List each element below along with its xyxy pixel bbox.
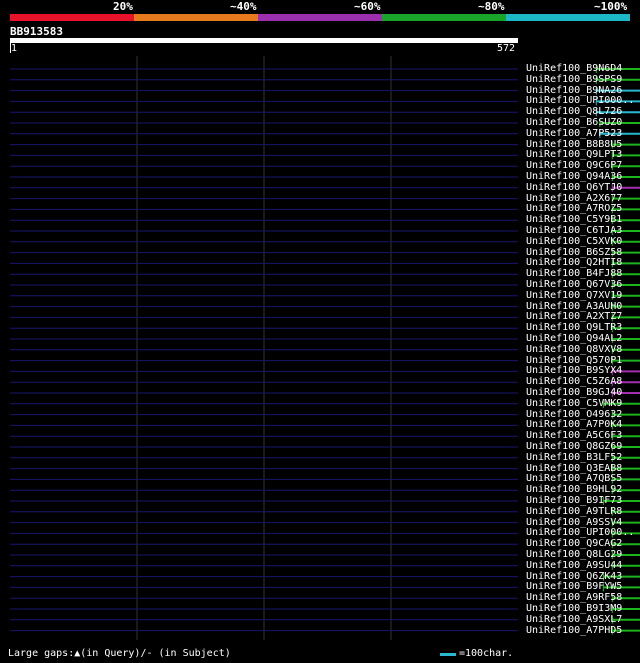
hit-name-link[interactable]: UniRef100_C6TJA3	[526, 225, 623, 236]
hit-name-link[interactable]: UniRef100_Q94A36	[526, 171, 623, 182]
hit-name-link[interactable]: UniRef100_A5C6F3	[526, 430, 623, 442]
hit-name-link[interactable]: UniRef100_A7P0K4	[526, 419, 623, 431]
hit-name-link[interactable]: UniRef100_B8B8U5	[526, 138, 623, 150]
hit-name-link[interactable]: UniRef100_A9TLR8	[526, 505, 623, 517]
legend-label-80: ~80%	[478, 0, 505, 13]
hit-name-link[interactable]: UniRef100_B9NA26	[526, 84, 623, 96]
hit-name-link[interactable]: UniRef100_Q8GZ69	[526, 441, 623, 452]
hit-name-link[interactable]: UniRef100_A2X677	[526, 192, 623, 204]
legend-label-20: 20%	[113, 0, 133, 13]
hit-name-link[interactable]: UniRef100_Q9LPT3	[526, 149, 623, 161]
hit-name-link[interactable]: UniRef100_Q8VXV8	[526, 343, 623, 355]
query-ruler	[10, 38, 518, 43]
hit-name-link[interactable]: UniRef100_A2XTZ7	[526, 311, 623, 323]
hit-name-link[interactable]: UniRef100_Q9CAG2	[526, 538, 623, 550]
hit-name-link[interactable]: UniRef100_Q9C6P7	[526, 160, 623, 172]
ruler-start-tick	[10, 43, 11, 53]
hit-name-link[interactable]: UniRef100_O49632	[526, 408, 623, 420]
legend-label-40: ~40%	[230, 0, 257, 13]
hit-name-link[interactable]: UniRef100_Q94AL2	[526, 333, 623, 344]
hit-name-link[interactable]: UniRef100_C5VMK9	[526, 397, 623, 409]
hit-name-link[interactable]: UniRef100_B9HL92	[526, 484, 623, 496]
hit-name-link[interactable]: UniRef100_Q8L726	[526, 106, 623, 118]
hit-name-link[interactable]: UniRef100_UPI000..	[526, 527, 635, 539]
ruler-end-label: 572	[497, 43, 516, 54]
hit-name-link[interactable]: UniRef100_C5Y9B1	[526, 214, 623, 226]
hit-name-link[interactable]: UniRef100_A7ROZ5	[526, 203, 623, 215]
scale-key-bar	[440, 653, 456, 656]
hit-name-link[interactable]: UniRef100_A7PHD5	[526, 624, 623, 636]
hit-name-link[interactable]: UniRef100_Q67V36	[526, 279, 623, 290]
hit-name-link[interactable]: UniRef100_Q6YTJ0	[526, 181, 623, 193]
hit-name-link[interactable]: UniRef100_A9SXL7	[526, 613, 623, 625]
scale-key-text: =100char.	[459, 648, 514, 659]
hit-name-link[interactable]: UniRef100_A3AUH0	[526, 300, 623, 312]
query-name: BB913583	[10, 25, 63, 38]
hit-name-link[interactable]: UniRef100_Q2HTI8	[526, 257, 623, 269]
legend-seg-20	[10, 14, 134, 21]
legend-seg-80	[382, 14, 506, 21]
hit-name-link[interactable]: UniRef100_C5Z6A8	[526, 376, 623, 388]
hit-name-link[interactable]: UniRef100_B9I3M9	[526, 603, 623, 614]
hit-name-link[interactable]: UniRef100_B9IF73	[526, 495, 623, 506]
hit-name-link[interactable]: UniRef100_Q570P1	[526, 354, 623, 366]
gaps-legend-text: Large gaps:▲(in Query)/- (in Subject)	[8, 648, 231, 659]
hit-name-link[interactable]: UniRef100_A9SSV4	[526, 516, 623, 528]
hit-name-link[interactable]: UniRef100_A9SU44	[526, 559, 623, 571]
legend-label-60: ~60%	[354, 0, 381, 13]
hit-name-link[interactable]: UniRef100_B9N6D4	[526, 63, 623, 74]
hit-name-link[interactable]: UniRef100_B4FJ88	[526, 268, 623, 280]
legend-seg-40	[134, 14, 258, 21]
hit-name-link[interactable]: UniRef100_Q8LG29	[526, 549, 623, 560]
hit-name-link[interactable]: UniRef100_B6SZ58	[526, 246, 623, 258]
hit-name-link[interactable]: UniRef100_B3LF52	[526, 451, 623, 463]
hit-name-link[interactable]: UniRef100_Q6ZK43	[526, 570, 623, 582]
hit-name-link[interactable]: UniRef100_A7QBS5	[526, 473, 623, 485]
legend-seg-60	[258, 14, 382, 21]
identity-legend-bar	[10, 14, 630, 21]
hit-name-link[interactable]: UniRef100_B9SPS9	[526, 73, 623, 85]
hit-name-link[interactable]: UniRef100_A7P523	[526, 127, 623, 139]
ruler-start-label: 1	[11, 43, 18, 54]
hit-name-link[interactable]: UniRef100_Q3EAB8	[526, 462, 623, 474]
hit-name-link[interactable]: UniRef100_B9FYW5	[526, 581, 623, 593]
hit-name-link[interactable]: UniRef100_C5XVK0	[526, 235, 623, 247]
legend-seg-100	[506, 14, 630, 21]
hit-name-link[interactable]: UniRef100_A9RF58	[526, 592, 623, 604]
hit-name-link[interactable]: UniRef100_B6SUZ0	[526, 117, 623, 128]
legend-label-100: ~100%	[594, 0, 628, 13]
hit-name-link[interactable]: UniRef100_B9SYX4	[526, 365, 623, 377]
hit-name-link[interactable]: UniRef100_Q9LTR3	[526, 322, 623, 334]
hit-name-link[interactable]: UniRef100_B9GJ40	[526, 387, 623, 398]
hit-name-link[interactable]: UniRef100_UPI000..	[526, 95, 635, 107]
hit-name-link[interactable]: UniRef100_Q7XV19	[526, 289, 623, 301]
